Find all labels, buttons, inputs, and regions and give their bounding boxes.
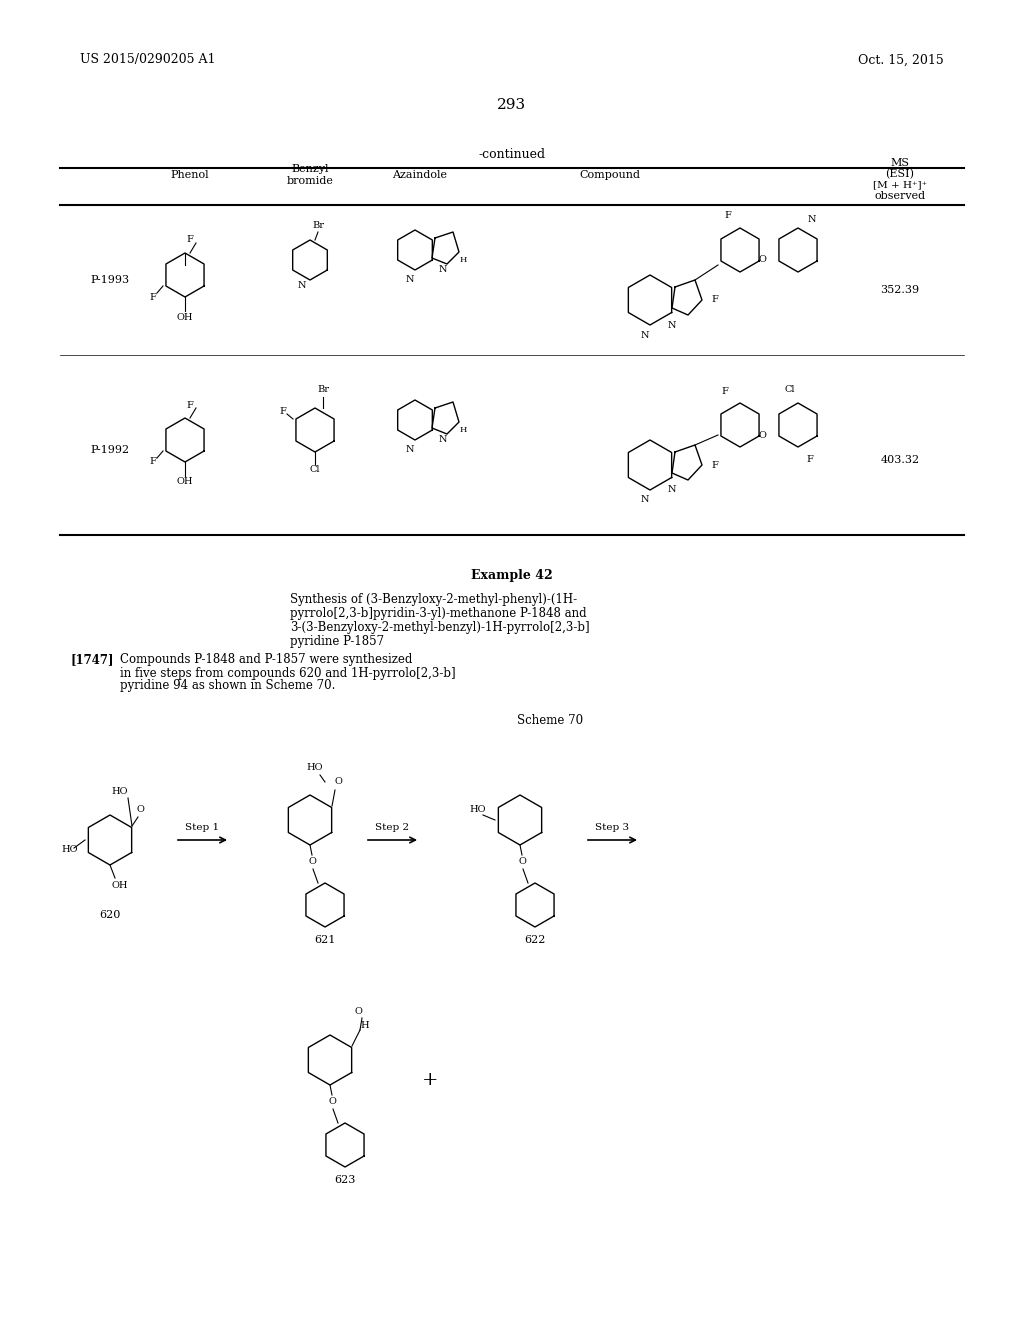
Text: Scheme 70: Scheme 70 xyxy=(517,714,583,726)
Text: OH: OH xyxy=(177,478,194,487)
Text: Azaindole: Azaindole xyxy=(392,170,447,180)
Text: Example 42: Example 42 xyxy=(471,569,553,582)
Text: O: O xyxy=(354,1007,361,1016)
Text: N: N xyxy=(406,276,415,285)
Text: MS: MS xyxy=(891,158,909,168)
Text: N: N xyxy=(668,486,676,495)
Text: 620: 620 xyxy=(99,909,121,920)
Text: N: N xyxy=(438,436,447,445)
Text: F: F xyxy=(725,210,731,219)
Text: Br: Br xyxy=(312,220,324,230)
Text: O: O xyxy=(136,805,144,814)
Text: pyrrolo[2,3-b]pyridin-3-yl)-methanone P-1848 and: pyrrolo[2,3-b]pyridin-3-yl)-methanone P-… xyxy=(290,607,587,620)
Text: [1747]: [1747] xyxy=(70,653,114,667)
Text: N: N xyxy=(641,495,649,504)
Text: O: O xyxy=(334,777,342,787)
Text: N: N xyxy=(808,215,816,224)
Text: Benzyl: Benzyl xyxy=(291,164,329,174)
Text: H: H xyxy=(460,256,467,264)
Text: O: O xyxy=(758,256,766,264)
Text: F: F xyxy=(186,400,194,409)
Text: pyridine P-1857: pyridine P-1857 xyxy=(290,635,384,648)
Text: [M + H⁺]⁺: [M + H⁺]⁺ xyxy=(872,181,927,190)
Text: F: F xyxy=(807,455,813,465)
Text: pyridine 94 as shown in Scheme 70.: pyridine 94 as shown in Scheme 70. xyxy=(120,680,336,693)
Text: N: N xyxy=(641,330,649,339)
Text: O: O xyxy=(518,858,526,866)
Text: Phenol: Phenol xyxy=(171,170,209,180)
Text: Br: Br xyxy=(317,385,329,395)
Text: N: N xyxy=(668,321,676,330)
Text: P-1992: P-1992 xyxy=(90,445,129,455)
Text: F: F xyxy=(186,235,194,244)
Text: HO: HO xyxy=(112,788,128,796)
Text: (ESI): (ESI) xyxy=(886,169,914,180)
Text: OH: OH xyxy=(112,880,128,890)
Text: F: F xyxy=(722,388,728,396)
Text: Compound: Compound xyxy=(580,170,640,180)
Text: observed: observed xyxy=(874,191,926,201)
Text: 622: 622 xyxy=(524,935,546,945)
Text: N: N xyxy=(438,265,447,275)
Text: -continued: -continued xyxy=(478,149,546,161)
Text: Cl: Cl xyxy=(309,466,321,474)
Text: 621: 621 xyxy=(314,935,336,945)
Text: 293: 293 xyxy=(498,98,526,112)
Text: Compounds P-1848 and P-1857 were synthesized: Compounds P-1848 and P-1857 were synthes… xyxy=(120,653,413,667)
Text: OH: OH xyxy=(177,313,194,322)
Text: HO: HO xyxy=(307,763,324,772)
Text: P-1993: P-1993 xyxy=(90,275,129,285)
Text: F: F xyxy=(280,408,287,417)
Text: F: F xyxy=(712,461,719,470)
Text: Step 3: Step 3 xyxy=(595,824,629,833)
Text: N: N xyxy=(298,281,306,290)
Text: 403.32: 403.32 xyxy=(881,455,920,465)
Text: Synthesis of (3-Benzyloxy-2-methyl-phenyl)-(1H-: Synthesis of (3-Benzyloxy-2-methyl-pheny… xyxy=(290,594,578,606)
Text: US 2015/0290205 A1: US 2015/0290205 A1 xyxy=(80,54,215,66)
Text: 3-(3-Benzyloxy-2-methyl-benzyl)-1H-pyrrolo[2,3-b]: 3-(3-Benzyloxy-2-methyl-benzyl)-1H-pyrro… xyxy=(290,622,590,635)
Text: O: O xyxy=(308,858,316,866)
Text: 623: 623 xyxy=(334,1175,355,1185)
Text: O: O xyxy=(758,430,766,440)
Text: H: H xyxy=(460,426,467,434)
Text: F: F xyxy=(712,296,719,305)
Text: in five steps from compounds 620 and 1H-pyrrolo[2,3-b]: in five steps from compounds 620 and 1H-… xyxy=(120,667,456,680)
Text: Oct. 15, 2015: Oct. 15, 2015 xyxy=(858,54,944,66)
Text: bromide: bromide xyxy=(287,176,334,186)
Text: F: F xyxy=(150,458,157,466)
Text: F: F xyxy=(150,293,157,301)
Text: HO: HO xyxy=(61,846,78,854)
Text: Cl: Cl xyxy=(784,385,796,395)
Text: 352.39: 352.39 xyxy=(881,285,920,294)
Text: Step 1: Step 1 xyxy=(185,824,219,833)
Text: H: H xyxy=(360,1020,370,1030)
Text: HO: HO xyxy=(470,805,486,814)
Text: O: O xyxy=(328,1097,336,1106)
Text: Step 2: Step 2 xyxy=(375,824,409,833)
Text: N: N xyxy=(406,446,415,454)
Text: +: + xyxy=(422,1071,438,1089)
